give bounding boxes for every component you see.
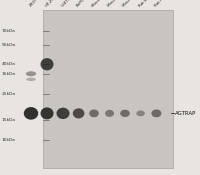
Ellipse shape <box>26 78 36 81</box>
Text: AGTRAP: AGTRAP <box>175 111 196 116</box>
Ellipse shape <box>26 71 36 76</box>
Text: 25kDa: 25kDa <box>2 92 16 96</box>
Ellipse shape <box>40 107 54 119</box>
Text: HT-29: HT-29 <box>44 0 55 8</box>
Ellipse shape <box>151 109 161 117</box>
Ellipse shape <box>57 108 70 119</box>
Text: 15kDa: 15kDa <box>2 118 16 122</box>
Text: Rat kidney: Rat kidney <box>138 0 156 8</box>
Ellipse shape <box>105 110 114 117</box>
Ellipse shape <box>73 108 84 118</box>
Text: Mouse testis: Mouse testis <box>107 0 128 8</box>
Bar <box>43 10 173 168</box>
Ellipse shape <box>24 107 38 120</box>
Text: 70kDa: 70kDa <box>2 29 16 33</box>
Ellipse shape <box>89 109 99 117</box>
Text: 40kDa: 40kDa <box>2 62 16 66</box>
Text: BxPC-3: BxPC-3 <box>76 0 89 8</box>
Text: 10kDa: 10kDa <box>2 138 16 142</box>
Text: Mouse kidney: Mouse kidney <box>91 0 114 8</box>
Text: Rat heart: Rat heart <box>154 0 170 8</box>
Ellipse shape <box>136 110 145 116</box>
Text: 55kDa: 55kDa <box>2 43 16 47</box>
Text: Mouse heart: Mouse heart <box>122 0 143 8</box>
Text: U-87MG: U-87MG <box>60 0 75 8</box>
Ellipse shape <box>120 110 130 117</box>
Text: 35kDa: 35kDa <box>2 72 16 76</box>
Ellipse shape <box>40 58 54 70</box>
Text: 293T: 293T <box>28 0 38 8</box>
